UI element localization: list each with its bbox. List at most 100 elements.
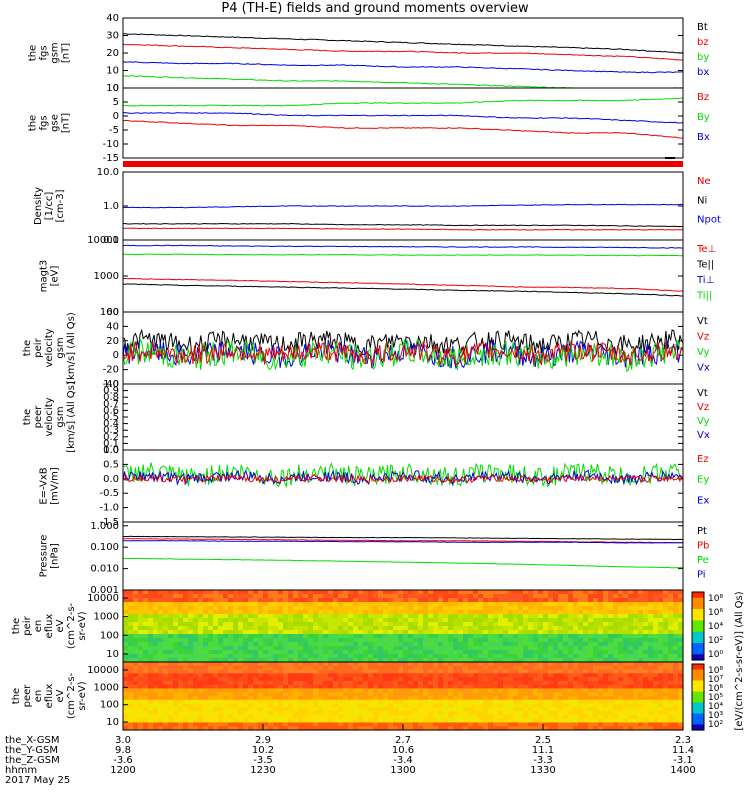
spectrogram-cell [223, 684, 229, 690]
spectrogram-cell [613, 714, 619, 720]
spectrogram-cell [558, 696, 564, 701]
spectrogram-cell [398, 665, 404, 671]
spectrogram-cell [483, 722, 489, 727]
spectrogram-cell [408, 634, 414, 639]
spectrogram-cell [358, 650, 364, 655]
spectrogram-cell [498, 662, 504, 667]
spectrogram-cell [238, 638, 244, 643]
spectrogram-cell [323, 610, 329, 615]
spectrogram-cell [523, 696, 529, 701]
spectrogram-cell [448, 634, 454, 639]
spectrogram-cell [633, 711, 639, 716]
spectrogram-cell [193, 699, 199, 705]
spectrogram-cell [203, 662, 209, 667]
spectrogram-cell [463, 699, 469, 705]
spectrogram-cell [508, 646, 514, 651]
spectrogram-cell [673, 662, 679, 667]
spectrogram-cell [508, 642, 514, 647]
spectrogram-cell [638, 711, 644, 716]
spectrogram-cell [233, 722, 239, 727]
legend-entry: Pe [697, 555, 709, 566]
spectrogram-cell [168, 669, 174, 674]
spectrogram-cell [553, 711, 559, 716]
spectrogram-cell [323, 711, 329, 716]
spectrogram-cell [653, 654, 659, 659]
spectrogram-cell [643, 626, 649, 631]
spectrogram-cell [133, 703, 139, 708]
spectrogram-cell [663, 622, 669, 627]
spectrogram-cell [663, 654, 669, 659]
spectrogram-cell [413, 688, 419, 693]
spectrogram-cell [353, 677, 359, 682]
spectrogram-cell [563, 606, 569, 611]
spectrogram-cell [358, 606, 364, 611]
spectrogram-cell [603, 634, 609, 639]
spectrogram-cell [588, 646, 594, 651]
spectrogram-cell [428, 594, 434, 599]
spectrogram-cell [633, 654, 639, 659]
spectrogram-cell [433, 598, 439, 603]
spectrogram-cell [393, 650, 399, 655]
spectrogram-cell [418, 696, 424, 701]
spectrogram-cell [388, 630, 394, 635]
spectrogram-cell [568, 707, 574, 712]
spectrogram-cell [323, 650, 329, 655]
spectrogram-cell [133, 630, 139, 635]
spectrogram-cell [363, 590, 369, 595]
spectrogram-cell [613, 662, 619, 667]
spectrogram-cell [493, 718, 499, 724]
spectrogram-cell [353, 606, 359, 611]
colorbar-cell [692, 607, 704, 610]
spectrogram-cell [133, 602, 139, 607]
spectrogram-cell [578, 626, 584, 631]
colorbar-cell [692, 691, 704, 694]
spectrogram-cell [163, 688, 169, 693]
spectrogram-cell [358, 638, 364, 643]
spectrogram-cell [498, 606, 504, 611]
spectrogram-cell [598, 703, 604, 708]
colorbar-cell [692, 633, 704, 636]
spectrogram-cell [613, 626, 619, 631]
spectrogram-cell [643, 680, 649, 686]
spectrogram-cell [388, 707, 394, 712]
spectrogram-cell [403, 662, 409, 667]
spectrogram-cell [293, 590, 299, 595]
spectrogram-cell [328, 699, 334, 705]
spectrogram-cell [363, 718, 369, 724]
spectrogram-cell [543, 662, 549, 667]
spectrogram-cell [318, 654, 324, 659]
spectrogram-cell [353, 680, 359, 686]
spectrogram-cell [623, 714, 629, 720]
spectrogram-cell [463, 638, 469, 643]
x-tick-label: 9.8 [115, 745, 131, 756]
spectrogram-cell [128, 688, 134, 693]
colorbar-cell [692, 716, 704, 719]
series-Pt [123, 535, 684, 541]
spectrogram-cell [608, 650, 614, 655]
spectrogram-cell [583, 669, 589, 674]
spectrogram-cell [148, 703, 154, 708]
spectrogram-cell [188, 677, 194, 682]
spectrogram-cell [588, 711, 594, 716]
spectrogram-cell [123, 638, 129, 643]
spectrogram-cell [568, 726, 574, 731]
spectrogram-cell [628, 638, 634, 643]
spectrogram-cell [553, 658, 559, 663]
spectrogram-cell [243, 726, 249, 731]
spectrogram-cell [393, 658, 399, 663]
y-tick-label: 1.0 [103, 379, 119, 390]
spectrogram-cell [168, 654, 174, 659]
spectrogram-cell [458, 662, 464, 667]
spectrogram-cell [328, 610, 334, 615]
spectrogram-cell [413, 680, 419, 686]
spectrogram-cell [243, 718, 249, 724]
spectrogram-cell [298, 646, 304, 651]
spectrogram-cell [523, 699, 529, 705]
spectrogram-cell [673, 610, 679, 615]
spectrogram-cell [153, 665, 159, 671]
spectrogram-cell [268, 684, 274, 690]
spectrogram-cell [458, 673, 464, 678]
spectrogram-cell [268, 598, 274, 603]
spectrogram-cell [423, 622, 429, 627]
x-row-label: the_X-GSM [5, 735, 59, 746]
